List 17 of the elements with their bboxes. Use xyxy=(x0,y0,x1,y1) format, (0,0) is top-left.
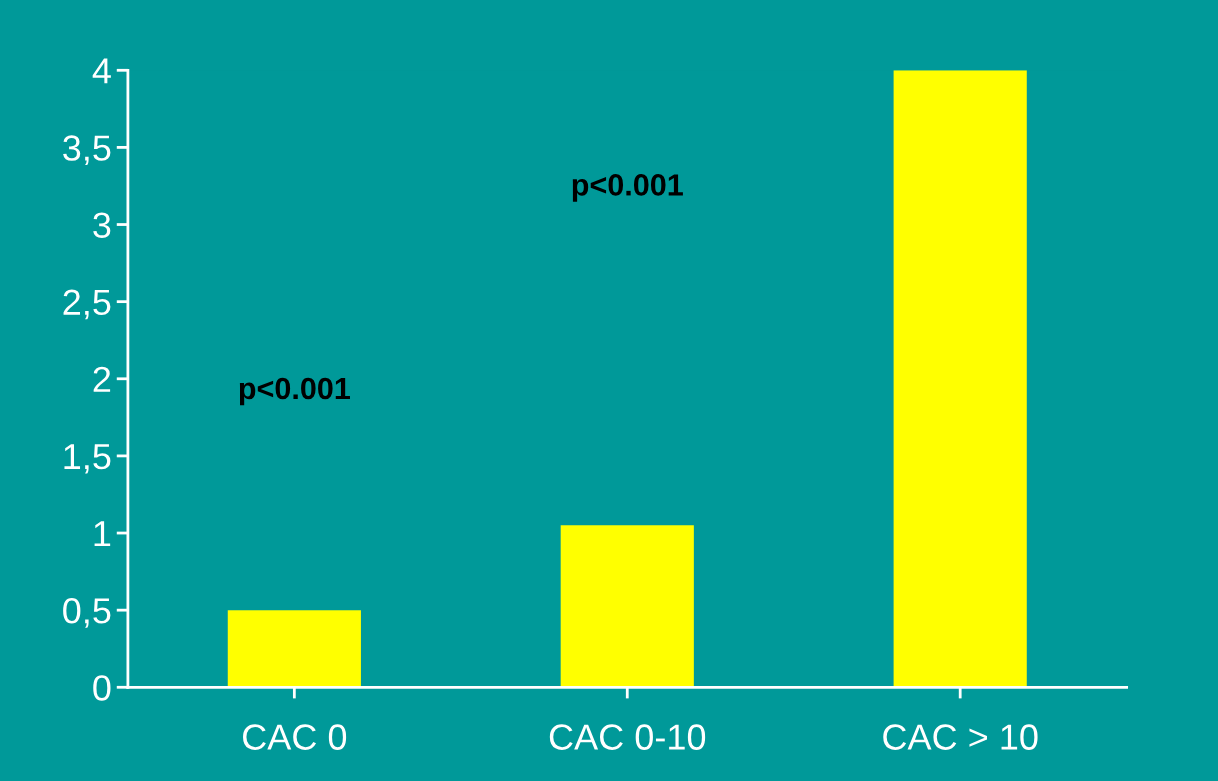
annotation: p<0.001 xyxy=(572,174,683,202)
y-tick-label: 2 xyxy=(93,366,111,392)
x-tick-label: CAC 0-10 xyxy=(549,724,706,750)
x-tick-label: CAC > 10 xyxy=(883,724,1038,750)
bar xyxy=(560,525,694,688)
y-tick-label: 3,5 xyxy=(63,135,111,166)
y-tick-label: 3 xyxy=(93,212,111,238)
bar xyxy=(227,610,361,688)
bar xyxy=(893,70,1027,688)
annotation: p<0.001 xyxy=(239,377,350,406)
y-tick-label: 0,5 xyxy=(63,598,111,628)
y-tick-label: 2,5 xyxy=(63,289,111,320)
y-tick-label: 1,5 xyxy=(64,444,111,474)
x-tick-label: CAC 0 xyxy=(243,724,347,750)
y-tick-label: 0 xyxy=(93,675,111,701)
y-tick-label: 4 xyxy=(92,58,111,84)
y-tick-label: 1 xyxy=(94,521,111,547)
